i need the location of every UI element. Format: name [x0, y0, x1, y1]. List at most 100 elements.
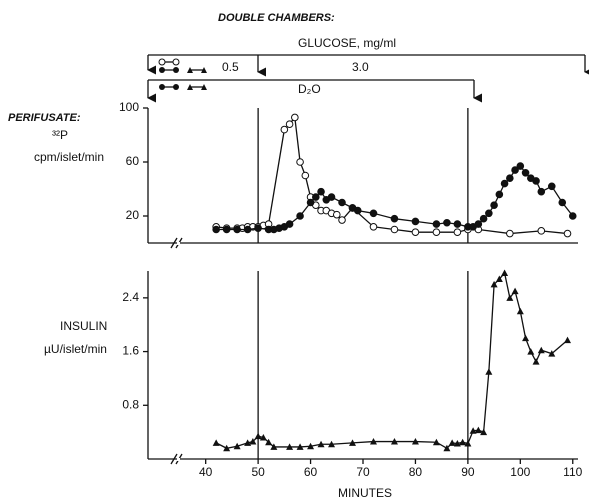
point [280, 125, 289, 134]
y-label-top: ³²P [52, 128, 68, 142]
point [432, 220, 441, 228]
point [547, 182, 556, 191]
point [495, 275, 503, 283]
point [469, 427, 477, 434]
point [254, 224, 262, 232]
axis-break-gap [177, 242, 180, 245]
y-tick-label: 1.6 [122, 344, 139, 358]
point [411, 438, 419, 445]
point [479, 214, 488, 223]
point [307, 442, 315, 450]
y-tick-label: 2.4 [122, 290, 139, 304]
point [490, 201, 498, 209]
point [301, 171, 310, 180]
x-tick-label: 60 [304, 465, 318, 479]
point [558, 198, 567, 207]
point [286, 443, 294, 450]
point [516, 307, 524, 315]
point [490, 280, 498, 288]
y-tick-label: 100 [119, 100, 139, 114]
point [485, 368, 493, 375]
axis-break-gap [177, 458, 180, 461]
y-tick-label: 20 [126, 208, 140, 222]
point [411, 228, 420, 236]
point [432, 228, 441, 236]
point [522, 334, 530, 342]
point [443, 444, 451, 452]
point [222, 225, 231, 234]
point [390, 438, 398, 445]
point [327, 193, 336, 201]
point [296, 158, 304, 166]
perifusion-arrows [147, 54, 589, 103]
point [511, 287, 519, 295]
x-tick-label: 100 [510, 465, 530, 479]
y-label: µU/islet/min [44, 342, 107, 356]
point [453, 440, 461, 447]
x-tick-label: 40 [199, 465, 213, 479]
point [521, 169, 530, 177]
point [390, 214, 399, 223]
point [369, 223, 378, 231]
point [285, 220, 294, 228]
point [223, 444, 231, 452]
x-label: MINUTES [338, 486, 392, 500]
point [532, 358, 540, 365]
point [506, 294, 514, 301]
point [500, 179, 509, 188]
header: DOUBLE CHAMBERS: [218, 12, 335, 24]
point [212, 439, 220, 446]
point [296, 212, 304, 220]
point [296, 443, 304, 450]
point [332, 210, 341, 219]
point [312, 193, 320, 201]
point [495, 190, 504, 199]
point [537, 346, 545, 354]
point [369, 209, 378, 218]
y-label-top: INSULIN [60, 319, 107, 333]
point [516, 162, 525, 170]
point [443, 218, 451, 227]
point [485, 209, 493, 218]
d2o-label: D₂O [298, 82, 321, 96]
point [474, 220, 483, 228]
point [353, 206, 362, 215]
point [537, 187, 546, 196]
point [474, 426, 482, 434]
point [564, 336, 572, 344]
point [249, 438, 257, 445]
point [464, 440, 472, 447]
point [212, 225, 220, 234]
point [411, 217, 420, 226]
point [244, 439, 252, 446]
point [233, 225, 241, 234]
point [291, 113, 299, 122]
point [317, 187, 325, 196]
x-tick-label: 70 [356, 465, 370, 479]
point [369, 438, 377, 445]
x-tick-label: 110 [563, 465, 582, 479]
point [259, 434, 267, 441]
point [453, 220, 462, 228]
point [338, 198, 346, 207]
x-tick-label: 90 [461, 465, 475, 479]
y-tick-label: 0.8 [122, 397, 139, 411]
point [506, 174, 514, 182]
point [254, 432, 262, 440]
point [453, 228, 462, 236]
point [328, 440, 336, 448]
point [506, 229, 514, 238]
point [537, 227, 546, 235]
point [432, 438, 440, 446]
point [568, 212, 577, 220]
point [511, 166, 519, 174]
point [548, 350, 556, 357]
point [338, 216, 346, 224]
low-glucose: 0.5 [222, 60, 239, 74]
y-label: cpm/islet/min [34, 150, 104, 164]
point [480, 428, 488, 436]
glucose-label: GLUCOSE, mg/ml [298, 36, 396, 50]
point [233, 442, 241, 450]
point [501, 269, 509, 277]
